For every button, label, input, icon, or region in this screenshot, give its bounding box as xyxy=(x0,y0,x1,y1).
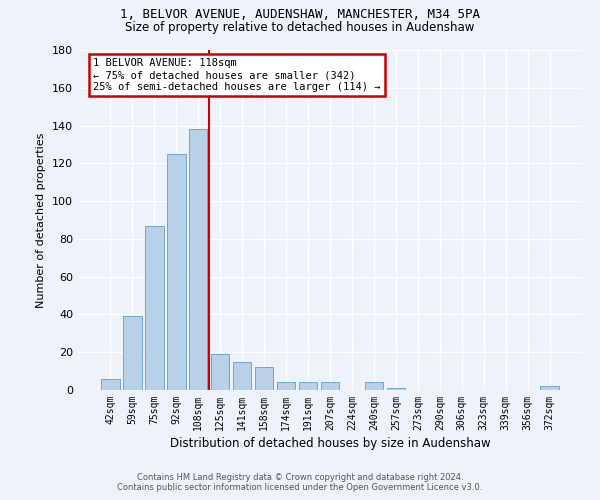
Bar xyxy=(386,388,405,390)
Bar xyxy=(101,378,119,390)
Y-axis label: Number of detached properties: Number of detached properties xyxy=(37,132,46,308)
Bar xyxy=(277,382,295,390)
Bar xyxy=(123,316,142,390)
Bar xyxy=(365,382,383,390)
Text: 1, BELVOR AVENUE, AUDENSHAW, MANCHESTER, M34 5PA: 1, BELVOR AVENUE, AUDENSHAW, MANCHESTER,… xyxy=(120,8,480,20)
Bar xyxy=(299,382,317,390)
Bar xyxy=(320,382,340,390)
Bar xyxy=(211,354,229,390)
Bar xyxy=(255,368,274,390)
Text: 1 BELVOR AVENUE: 118sqm
← 75% of detached houses are smaller (342)
25% of semi-d: 1 BELVOR AVENUE: 118sqm ← 75% of detache… xyxy=(93,58,380,92)
Text: Size of property relative to detached houses in Audenshaw: Size of property relative to detached ho… xyxy=(125,21,475,34)
Bar xyxy=(189,130,208,390)
Text: Contains HM Land Registry data © Crown copyright and database right 2024.
Contai: Contains HM Land Registry data © Crown c… xyxy=(118,473,482,492)
Bar xyxy=(145,226,164,390)
Bar xyxy=(233,362,251,390)
X-axis label: Distribution of detached houses by size in Audenshaw: Distribution of detached houses by size … xyxy=(170,437,490,450)
Bar xyxy=(167,154,185,390)
Bar xyxy=(541,386,559,390)
